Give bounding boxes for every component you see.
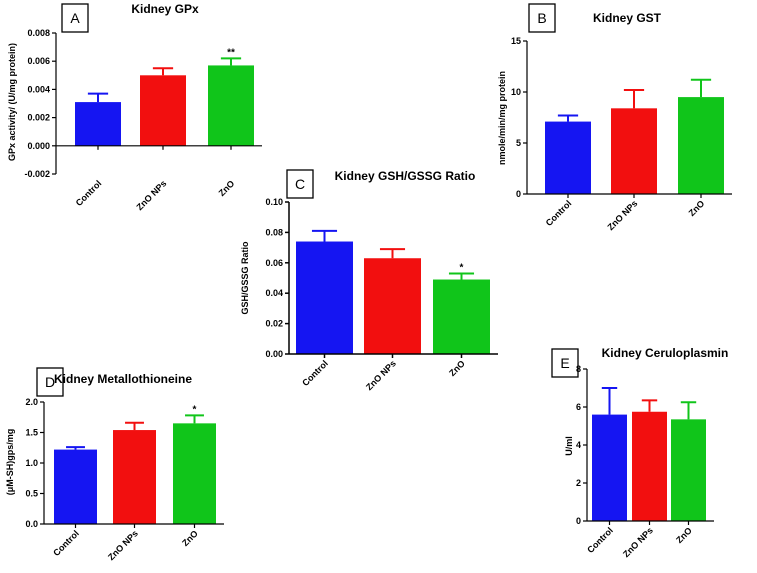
chart-b: B Kidney GST 0 5 10 15 Control ZnO NPs ZnO nmole/… xyxy=(497,3,732,232)
bar xyxy=(433,279,490,354)
y-tick-label: 4 xyxy=(576,440,581,450)
panel-label: A xyxy=(70,10,80,26)
panel-label: E xyxy=(560,355,569,371)
x-tick-label: Control xyxy=(74,178,104,208)
panel-label-box xyxy=(61,3,89,33)
x-tick-label: ZnO xyxy=(180,528,200,548)
y-tick-label: 5 xyxy=(516,138,521,148)
y-tick-label: 2 xyxy=(576,478,581,488)
x-tick-label: ZnO NPs xyxy=(605,198,639,232)
x-tick-label: Control xyxy=(300,358,330,388)
chart-title: Kidney Ceruloplasmin xyxy=(602,346,729,360)
y-tick-label: 10 xyxy=(511,87,521,97)
panel-label-box xyxy=(36,367,64,397)
y-axis-label: GSH/GSSG Ratio xyxy=(240,241,250,315)
x-tick-label: ZnO xyxy=(674,525,694,545)
chart-title: Kidney GST xyxy=(593,11,662,25)
bar xyxy=(545,121,591,194)
y-tick-label: 8 xyxy=(576,364,581,374)
y-axis-label: U/ml xyxy=(564,436,574,456)
y-tick-label: 0.5 xyxy=(25,489,38,499)
bar xyxy=(632,411,667,521)
y-tick-label: 0.06 xyxy=(265,258,283,268)
bar xyxy=(140,75,186,146)
y-tick-label: 2.0 xyxy=(25,397,38,407)
y-tick-label: 0.002 xyxy=(27,113,50,123)
y-tick-label: 0.02 xyxy=(265,319,283,329)
chart-a: A Kidney GPx ** -0.002 0.000 0.002 0.004 0.006 0… xyxy=(7,2,262,212)
bar xyxy=(671,419,706,521)
chart-c: C Kidney GSH/GSSG Ratio * 0.00 0.02 0.04 0.06 0… xyxy=(240,169,498,392)
significance-label: * xyxy=(193,404,197,415)
y-tick-label: 0.000 xyxy=(27,141,50,151)
bar xyxy=(678,97,724,194)
y-tick-label: 0.00 xyxy=(265,349,283,359)
x-tick-label: Control xyxy=(51,528,81,558)
y-tick-label: 0.004 xyxy=(27,84,50,94)
bar xyxy=(208,65,254,146)
bar xyxy=(54,449,97,524)
panel-label-box xyxy=(528,3,556,33)
y-tick-label: 0.006 xyxy=(27,56,50,66)
x-tick-label: ZnO xyxy=(687,198,707,218)
y-tick-label: 0.08 xyxy=(265,227,283,237)
y-tick-label: 6 xyxy=(576,402,581,412)
significance-label: ** xyxy=(227,47,235,58)
y-axis-label: nmole/min/mg protein xyxy=(497,71,507,165)
y-tick-label: 0.008 xyxy=(27,28,50,38)
chart-e: E Kidney Ceruloplasmin 0 2 4 6 8 Control ZnO NPs… xyxy=(551,346,729,559)
y-tick-label: 1.0 xyxy=(25,458,38,468)
bar xyxy=(592,414,627,521)
bar xyxy=(364,258,421,354)
x-tick-label: Control xyxy=(585,525,615,555)
y-tick-label: 0.04 xyxy=(265,288,283,298)
panel-label-box xyxy=(286,169,314,199)
y-tick-label: 1.5 xyxy=(25,428,38,438)
y-tick-label: -0.002 xyxy=(24,169,50,179)
chart-title: Kidney GSH/GSSG Ratio xyxy=(335,169,476,183)
panel-label-box xyxy=(551,348,579,378)
panel-label: D xyxy=(45,374,55,390)
bar xyxy=(611,108,657,194)
y-tick-label: 0.0 xyxy=(25,519,38,529)
bar xyxy=(75,102,121,146)
bar xyxy=(296,241,353,354)
y-tick-label: 0 xyxy=(516,189,521,199)
x-tick-label: ZnO NPs xyxy=(134,178,168,212)
bar xyxy=(173,423,216,524)
y-axis-label: (μM-SH)gps/mg xyxy=(5,429,15,496)
x-tick-label: Control xyxy=(544,198,574,228)
x-tick-label: ZnO xyxy=(447,358,467,378)
x-tick-label: ZnO NPs xyxy=(106,528,140,562)
x-tick-label: ZnO NPs xyxy=(621,525,655,559)
y-tick-label: 0.10 xyxy=(265,197,283,207)
significance-label: * xyxy=(460,262,464,273)
y-axis-label: GPx activity/ (U/mg protein) xyxy=(7,43,17,161)
chart-title: Kidney GPx xyxy=(131,2,199,16)
x-tick-label: ZnO xyxy=(217,178,237,198)
y-tick-label: 0 xyxy=(576,516,581,526)
y-tick-label: 15 xyxy=(511,36,521,46)
bar xyxy=(113,430,156,524)
panel-label: B xyxy=(537,10,546,26)
x-tick-label: ZnO NPs xyxy=(364,358,398,392)
chart-title: Kidney Metallothioneine xyxy=(54,372,192,386)
panel-label: C xyxy=(295,176,305,192)
